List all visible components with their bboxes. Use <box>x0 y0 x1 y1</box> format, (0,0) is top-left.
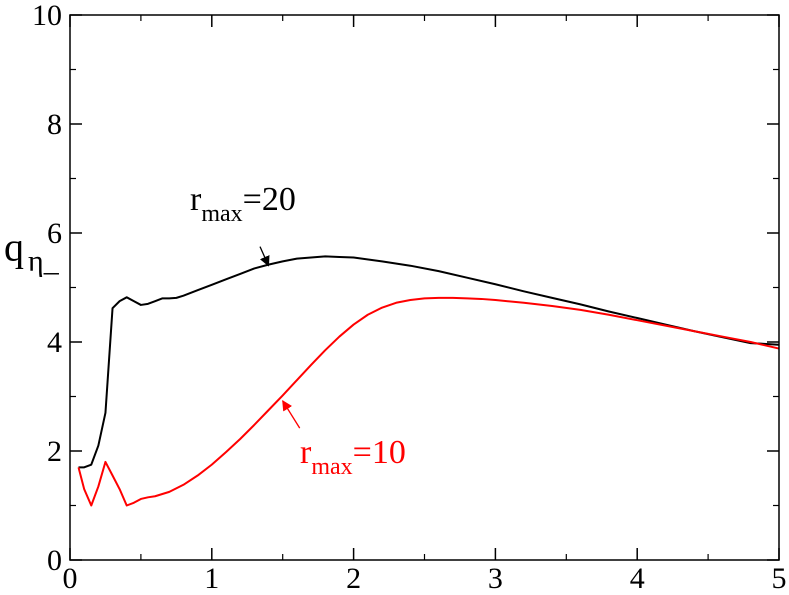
y-tick-label-3: 6 <box>47 217 62 250</box>
y-tick-label-5: 10 <box>32 0 62 32</box>
y-axis-label-main: q <box>4 224 24 269</box>
annotation-0: rmax=20 <box>190 181 296 267</box>
series-line-0 <box>78 255 780 469</box>
tick-labels-layer: 0 1 2 3 4 5 0 2 4 6 8 10 <box>32 0 787 595</box>
y-axis-label: q η_ <box>4 224 60 277</box>
ticks-layer <box>69 14 780 561</box>
series-layer <box>77 255 780 507</box>
plot-frame <box>69 14 780 561</box>
annotation-label-0: rmax=20 <box>190 181 296 227</box>
x-tick-label-0: 0 <box>63 562 78 595</box>
x-tick-label-3: 3 <box>488 562 503 595</box>
annotation-label-sub-1: max <box>311 454 352 480</box>
annotation-label-tail-0: =20 <box>243 181 296 218</box>
x-tick-label-4: 4 <box>630 562 645 595</box>
annotation-arrow-0 <box>259 246 270 267</box>
annotation-label-1: rmax=10 <box>300 434 406 480</box>
plot-area <box>77 255 780 507</box>
x-tick-label-5: 5 <box>772 562 787 595</box>
annotation-arrow-1 <box>282 399 301 429</box>
annotation-label-tail-1: =10 <box>353 434 406 471</box>
annotation-1: rmax=10 <box>282 399 406 480</box>
y-tick-label-2: 4 <box>47 326 62 359</box>
y-axis-label-subscript: η_ <box>28 244 60 277</box>
annotation-label-sub-0: max <box>201 201 242 227</box>
x-tick-label-2: 2 <box>346 562 361 595</box>
x-tick-label-1: 1 <box>204 562 219 595</box>
y-tick-label-4: 8 <box>47 108 62 141</box>
y-tick-label-1: 2 <box>47 435 62 468</box>
annotation-label-main-1: r <box>300 434 312 471</box>
annotation-label-main-0: r <box>190 181 202 218</box>
y-tick-label-0: 0 <box>47 544 62 577</box>
series-line-1 <box>77 296 780 507</box>
